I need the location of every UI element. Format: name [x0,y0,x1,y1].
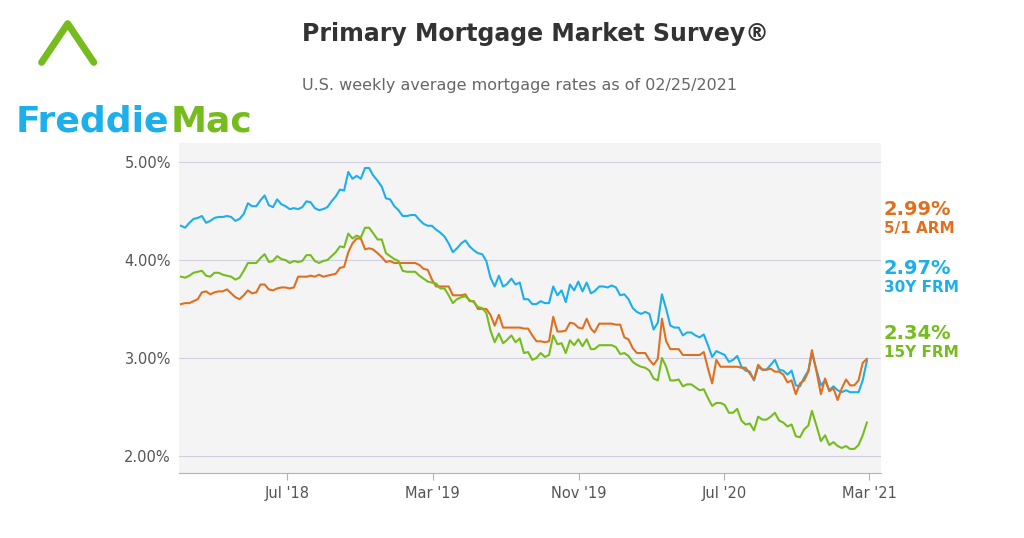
Text: 15Y FRM: 15Y FRM [884,345,958,360]
Text: Freddie: Freddie [15,104,169,138]
Text: 30Y FRM: 30Y FRM [884,280,958,295]
Text: 2.97%: 2.97% [884,259,951,279]
Text: 5/1 ARM: 5/1 ARM [884,221,954,236]
Text: Primary Mortgage Market Survey®: Primary Mortgage Market Survey® [302,22,769,46]
Text: 2.99%: 2.99% [884,200,951,220]
Text: Mac: Mac [171,104,253,138]
Text: U.S. weekly average mortgage rates as of 02/25/2021: U.S. weekly average mortgage rates as of… [302,78,737,93]
Text: 2.34%: 2.34% [884,324,951,343]
